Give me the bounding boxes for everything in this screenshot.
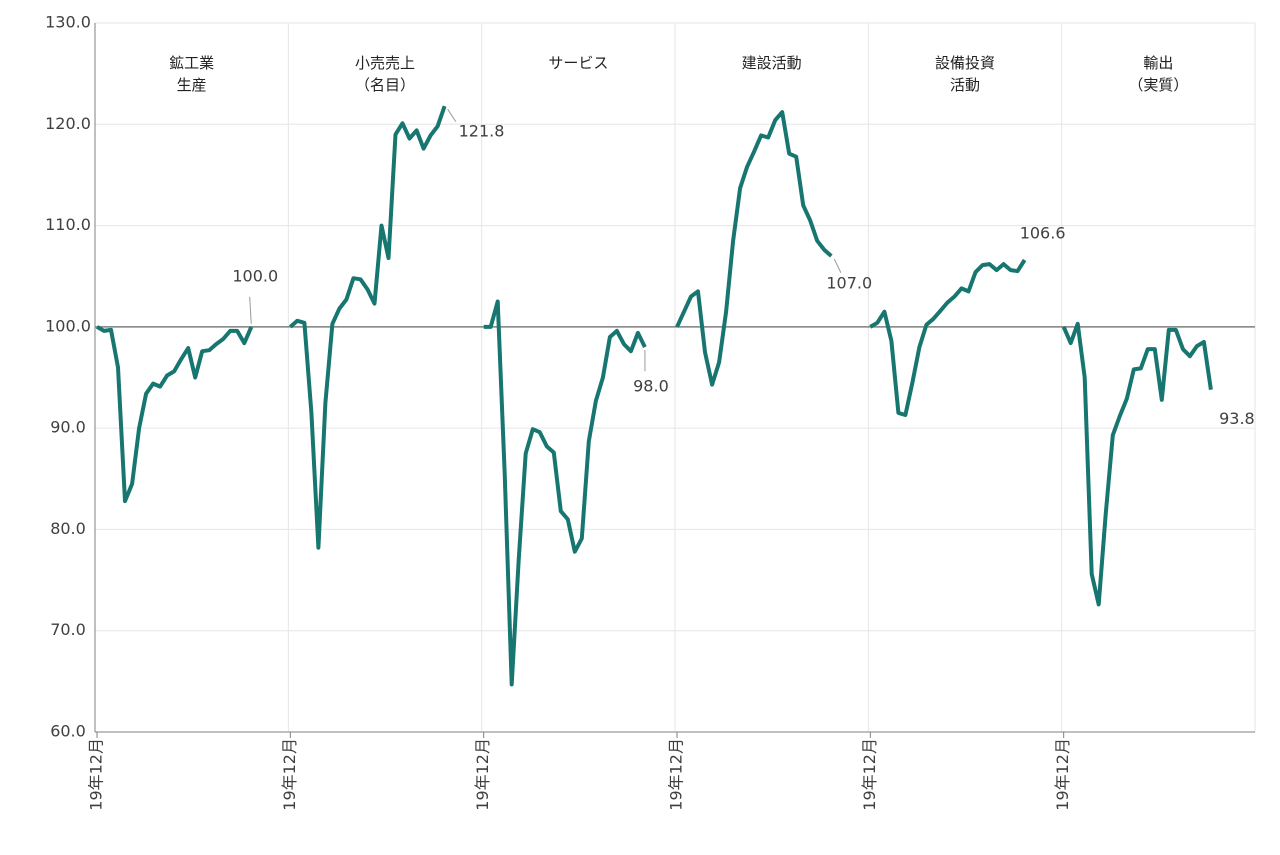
x-tick-label: 19年12月 bbox=[860, 738, 879, 811]
value-label: 121.8 bbox=[459, 122, 505, 141]
y-tick-label: 130.0 bbox=[45, 13, 91, 32]
value-label: 106.6 bbox=[1020, 224, 1066, 243]
x-tick-label: 19年12月 bbox=[1053, 738, 1072, 811]
y-tick-label: 100.0 bbox=[45, 316, 91, 335]
x-tick-label: 19年12月 bbox=[473, 738, 492, 811]
value-label: 107.0 bbox=[826, 273, 872, 292]
panel-title: 輸出（実質） bbox=[1128, 54, 1188, 94]
y-tick-label: 70.0 bbox=[50, 620, 86, 639]
value-label: 100.0 bbox=[232, 266, 278, 285]
x-tick-label: 19年12月 bbox=[667, 738, 686, 811]
leader-line bbox=[447, 108, 457, 122]
panel-title: 設備投資活動 bbox=[935, 54, 995, 94]
y-tick-label: 60.0 bbox=[50, 722, 86, 741]
series-line bbox=[483, 299, 647, 687]
value-label: 93.8 bbox=[1219, 409, 1255, 428]
y-tick-label: 110.0 bbox=[45, 215, 91, 234]
y-tick-label: 90.0 bbox=[50, 418, 86, 437]
leader-line bbox=[249, 296, 252, 324]
series-line bbox=[675, 110, 833, 387]
y-tick-label: 80.0 bbox=[50, 519, 86, 538]
panel-title: サービス bbox=[548, 54, 608, 72]
leader-line bbox=[833, 258, 842, 273]
series-line bbox=[288, 105, 447, 550]
value-label: 98.0 bbox=[633, 377, 669, 396]
panel-title: 建設活動 bbox=[742, 54, 802, 72]
x-tick-label: 19年12月 bbox=[87, 738, 106, 811]
panel-title: 小売売上（名目） bbox=[355, 54, 415, 94]
series-line bbox=[96, 325, 254, 504]
series-line bbox=[1061, 321, 1213, 607]
panel-title: 鉱工業生産 bbox=[169, 54, 214, 94]
y-tick-label: 120.0 bbox=[45, 114, 91, 133]
series-line bbox=[869, 258, 1027, 417]
x-tick-label: 19年12月 bbox=[280, 738, 299, 811]
